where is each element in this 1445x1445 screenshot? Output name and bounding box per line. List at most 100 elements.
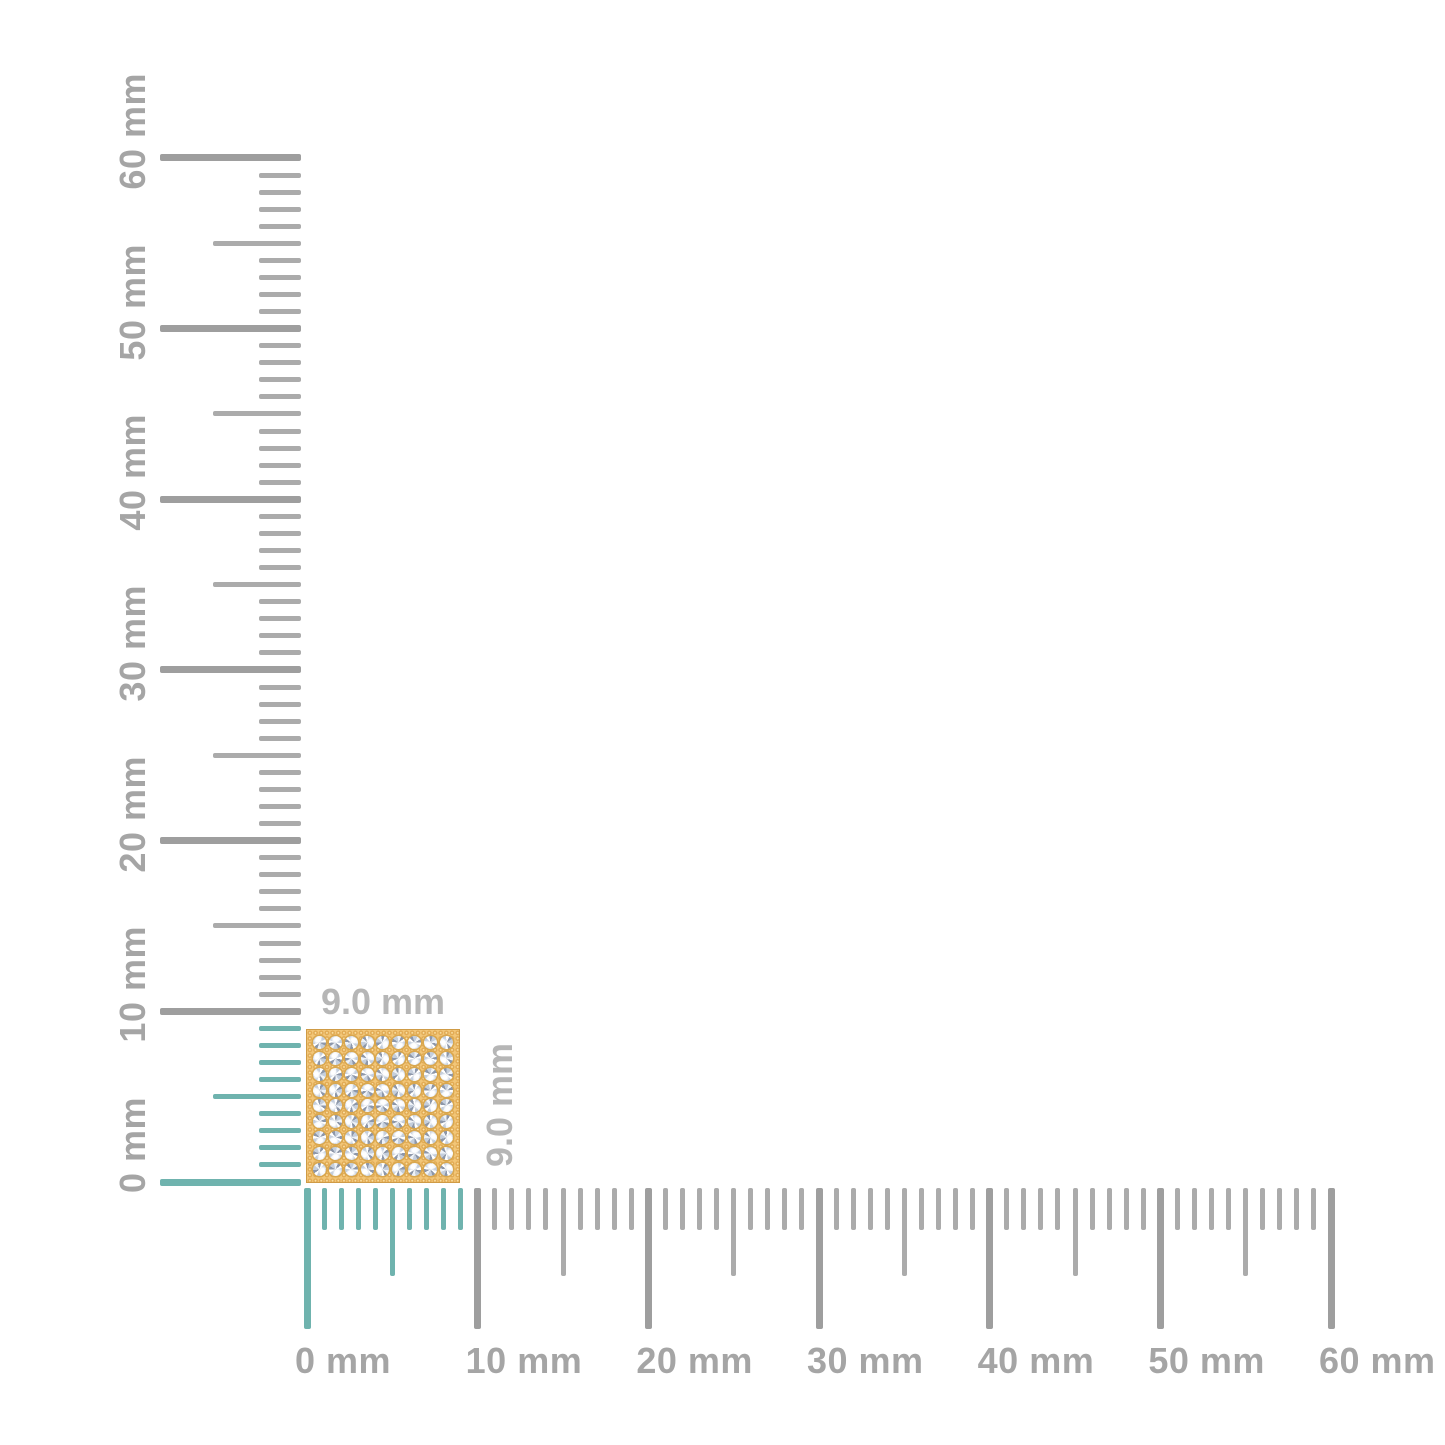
vertical-ruler-tick-39mm-minor: [259, 513, 301, 519]
vertical-ruler-tick-9mm-minor: [259, 1025, 301, 1031]
vertical-ruler-label-50mm: 50 mm: [112, 243, 153, 361]
diamond-stone: [405, 1033, 424, 1053]
vertical-ruler-tick-18mm-minor: [259, 872, 301, 878]
diamond-stone: [326, 1128, 345, 1147]
horizontal-ruler-tick-23mm-minor: [697, 1188, 703, 1230]
vertical-ruler-label-60mm: 60 mm: [112, 72, 153, 190]
horizontal-ruler-tick-2mm-minor: [338, 1188, 344, 1230]
diamond-stone: [312, 1082, 328, 1098]
diamond-stone: [437, 1113, 455, 1131]
horizontal-ruler-tick-5mm-medium: [389, 1188, 395, 1276]
vertical-ruler-tick-29mm-minor: [259, 684, 301, 690]
diamond-stone: [313, 1036, 327, 1050]
diamond-stone: [376, 1067, 390, 1082]
gold-diamond-pave-square-product: [306, 1029, 460, 1183]
vertical-ruler-tick-2mm-minor: [259, 1145, 301, 1151]
vertical-ruler-tick-58mm-minor: [259, 189, 301, 195]
horizontal-ruler-tick-7mm-minor: [423, 1188, 429, 1230]
horizontal-ruler-tick-25mm-medium: [731, 1188, 737, 1276]
vertical-ruler-tick-32mm-minor: [259, 633, 301, 639]
horizontal-ruler-tick-59mm-minor: [1311, 1188, 1317, 1230]
horizontal-ruler-tick-3mm-minor: [355, 1188, 361, 1230]
horizontal-ruler-tick-24mm-minor: [714, 1188, 720, 1230]
vertical-ruler-tick-42mm-minor: [259, 462, 301, 468]
vertical-ruler-tick-49mm-minor: [259, 343, 301, 349]
vertical-ruler-tick-16mm-minor: [259, 906, 301, 912]
horizontal-ruler-tick-42mm-minor: [1021, 1188, 1027, 1230]
diamond-stone: [406, 1050, 423, 1067]
diamond-stone: [344, 1130, 359, 1145]
vertical-ruler-tick-52mm-minor: [259, 292, 301, 298]
horizontal-ruler-label-10mm: 10 mm: [465, 1340, 583, 1381]
horizontal-ruler-tick-32mm-minor: [850, 1188, 856, 1230]
horizontal-ruler-tick-53mm-minor: [1209, 1188, 1215, 1230]
diamond-stone: [342, 1159, 361, 1179]
vertical-ruler-tick-1mm-minor: [259, 1162, 301, 1168]
diamond-stone: [375, 1129, 391, 1146]
diamond-stone: [375, 1113, 391, 1130]
vertical-ruler-tick-24mm-minor: [259, 769, 301, 775]
horizontal-ruler-label-60mm: 60 mm: [1319, 1340, 1436, 1381]
width-dimension-label: 9.0 mm: [320, 981, 446, 1022]
horizontal-ruler-tick-28mm-minor: [782, 1188, 788, 1230]
diamond-stone: [312, 1145, 328, 1161]
horizontal-ruler-tick-0mm-major: [303, 1188, 311, 1329]
horizontal-ruler-tick-50mm-major: [1156, 1188, 1164, 1329]
diamond-stone: [373, 1144, 393, 1163]
horizontal-ruler-label-0mm: 0 mm: [295, 1340, 392, 1381]
horizontal-ruler-tick-26mm-minor: [748, 1188, 754, 1230]
horizontal-ruler-tick-31mm-minor: [833, 1188, 839, 1230]
horizontal-ruler-tick-38mm-minor: [953, 1188, 959, 1230]
vertical-ruler-tick-55mm-medium: [213, 240, 301, 246]
diamond-grid: [310, 1033, 456, 1179]
horizontal-ruler-tick-55mm-medium: [1243, 1188, 1249, 1276]
vertical-ruler-tick-33mm-minor: [259, 616, 301, 622]
diamond-stone: [405, 1081, 424, 1100]
vertical-ruler-label-30mm: 30 mm: [112, 584, 153, 702]
horizontal-ruler-tick-10mm-major: [474, 1188, 482, 1329]
vertical-ruler-tick-21mm-minor: [259, 821, 301, 827]
diamond-stone: [423, 1083, 438, 1097]
vertical-ruler-label-20mm: 20 mm: [112, 755, 153, 873]
diamond-stone: [438, 1098, 454, 1114]
height-dimension-label: 9.0 mm: [479, 1042, 520, 1168]
vertical-ruler-label-40mm: 40 mm: [112, 414, 153, 531]
vertical-ruler-tick-4mm-minor: [259, 1111, 301, 1117]
horizontal-ruler-tick-15mm-medium: [560, 1188, 566, 1276]
vertical-ruler-label-0mm: 0 mm: [112, 1097, 153, 1194]
diamond-stone: [437, 1081, 456, 1100]
horizontal-ruler-tick-60mm-major: [1327, 1188, 1335, 1329]
diamond-stone: [310, 1112, 330, 1131]
vertical-ruler-tick-22mm-minor: [259, 804, 301, 810]
vertical-ruler-tick-15mm-medium: [213, 923, 301, 929]
diamond-stone: [344, 1082, 359, 1098]
vertical-ruler-tick-56mm-minor: [259, 223, 301, 229]
horizontal-ruler-tick-36mm-minor: [918, 1188, 924, 1230]
diamond-stone: [310, 1065, 329, 1084]
vertical-ruler-tick-19mm-minor: [259, 855, 301, 861]
diamond-stone: [342, 1144, 361, 1162]
diamond-stone: [311, 1049, 329, 1068]
diamond-stone: [406, 1066, 423, 1083]
horizontal-ruler-label-40mm: 40 mm: [977, 1340, 1095, 1381]
diamond-stone: [311, 1097, 329, 1115]
horizontal-ruler-tick-11mm-minor: [492, 1188, 498, 1230]
diamond-stone: [421, 1097, 440, 1115]
diamond-stone: [358, 1128, 377, 1147]
vertical-ruler-tick-20mm-major: [160, 837, 301, 845]
diamond-stone: [423, 1130, 438, 1145]
vertical-ruler-tick-10mm-major: [160, 1007, 301, 1015]
diamond-stone: [407, 1114, 422, 1129]
horizontal-ruler-tick-41mm-minor: [1004, 1188, 1010, 1230]
diamond-stone: [390, 1050, 408, 1068]
vertical-ruler-tick-31mm-minor: [259, 650, 301, 656]
vertical-ruler-tick-46mm-minor: [259, 394, 301, 400]
horizontal-ruler-tick-43mm-minor: [1038, 1188, 1044, 1230]
vertical-ruler-tick-50mm-major: [160, 325, 301, 333]
vertical-ruler-tick-37mm-minor: [259, 548, 301, 554]
horizontal-ruler-tick-47mm-minor: [1106, 1188, 1112, 1230]
vertical-ruler-tick-30mm-major: [160, 666, 301, 674]
vertical-ruler-tick-35mm-medium: [213, 582, 301, 588]
vertical-ruler-tick-12mm-minor: [259, 974, 301, 980]
